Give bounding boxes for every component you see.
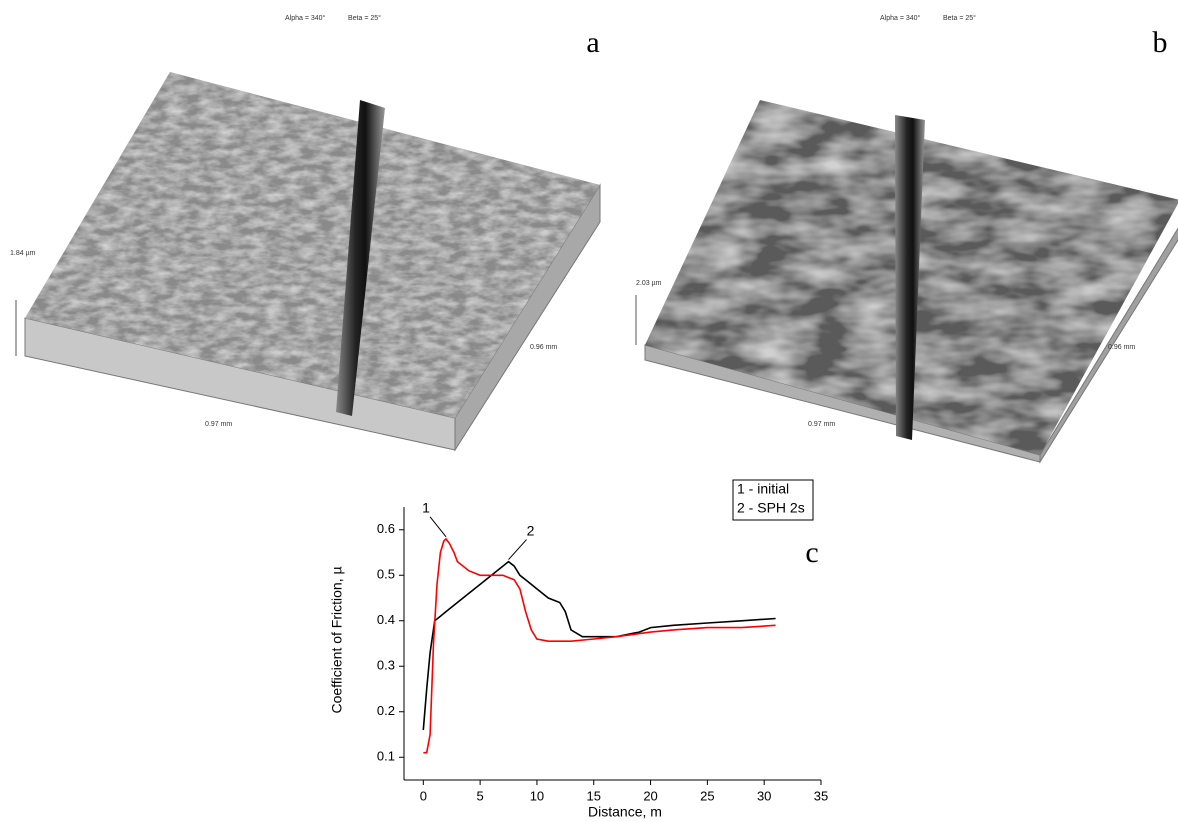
- series-line: [423, 537, 776, 754]
- x-tick-label: 5: [477, 788, 484, 803]
- panel-letter: a: [586, 26, 599, 59]
- x-tick-label: 30: [757, 788, 771, 803]
- x-axis-label: Distance, m: [588, 804, 662, 820]
- legend-entry: 1 - initial: [737, 481, 789, 497]
- y-axis-label: Coefficient of Friction, µ: [329, 566, 345, 713]
- x-tick-label: 25: [700, 788, 714, 803]
- surface-a: [15, 72, 601, 452]
- x-tick-label: 0: [420, 788, 427, 803]
- x-size: 0.97 mm: [205, 421, 232, 428]
- view-beta: Beta = 25°: [348, 14, 381, 22]
- series-line: [422, 560, 776, 731]
- view-alpha: Alpha = 340°: [880, 14, 921, 22]
- y-tick-label: 0.3: [377, 658, 395, 673]
- x-size: 0.97 mm: [808, 421, 835, 428]
- x-tick-label: 35: [814, 788, 828, 803]
- y-tick-label: 0.1: [377, 749, 395, 764]
- panel-letter: b: [1153, 26, 1168, 59]
- legend-box: [732, 479, 814, 521]
- panel-letter: c: [805, 536, 818, 569]
- annotation: 1: [422, 500, 430, 516]
- y-size: 0.96 mm: [1108, 344, 1135, 351]
- y-tick-label: 0.5: [377, 567, 395, 582]
- y-size: 0.96 mm: [530, 344, 557, 351]
- annotation-arrow: [429, 516, 447, 538]
- chart-c: c Distance, m Coefficient of Friction, µ…: [329, 479, 828, 820]
- x-tick-label: 20: [643, 788, 657, 803]
- view-beta: Beta = 25°: [943, 14, 976, 22]
- z-scale: 2.03 µm: [636, 280, 662, 287]
- x-tick-label: 15: [587, 788, 601, 803]
- y-tick-label: 0.4: [377, 612, 395, 627]
- y-tick-label: 0.6: [377, 521, 395, 536]
- annotation: 2: [527, 522, 535, 538]
- view-alpha: Alpha = 340°: [285, 14, 326, 22]
- annotation-arrow: [508, 539, 527, 560]
- y-tick-label: 0.2: [377, 703, 395, 718]
- x-tick-label: 10: [530, 788, 544, 803]
- z-scale: 1.84 µm: [10, 250, 36, 257]
- surface-b: [635, 100, 1178, 464]
- legend-entry: 2 - SPH 2s: [737, 500, 805, 516]
